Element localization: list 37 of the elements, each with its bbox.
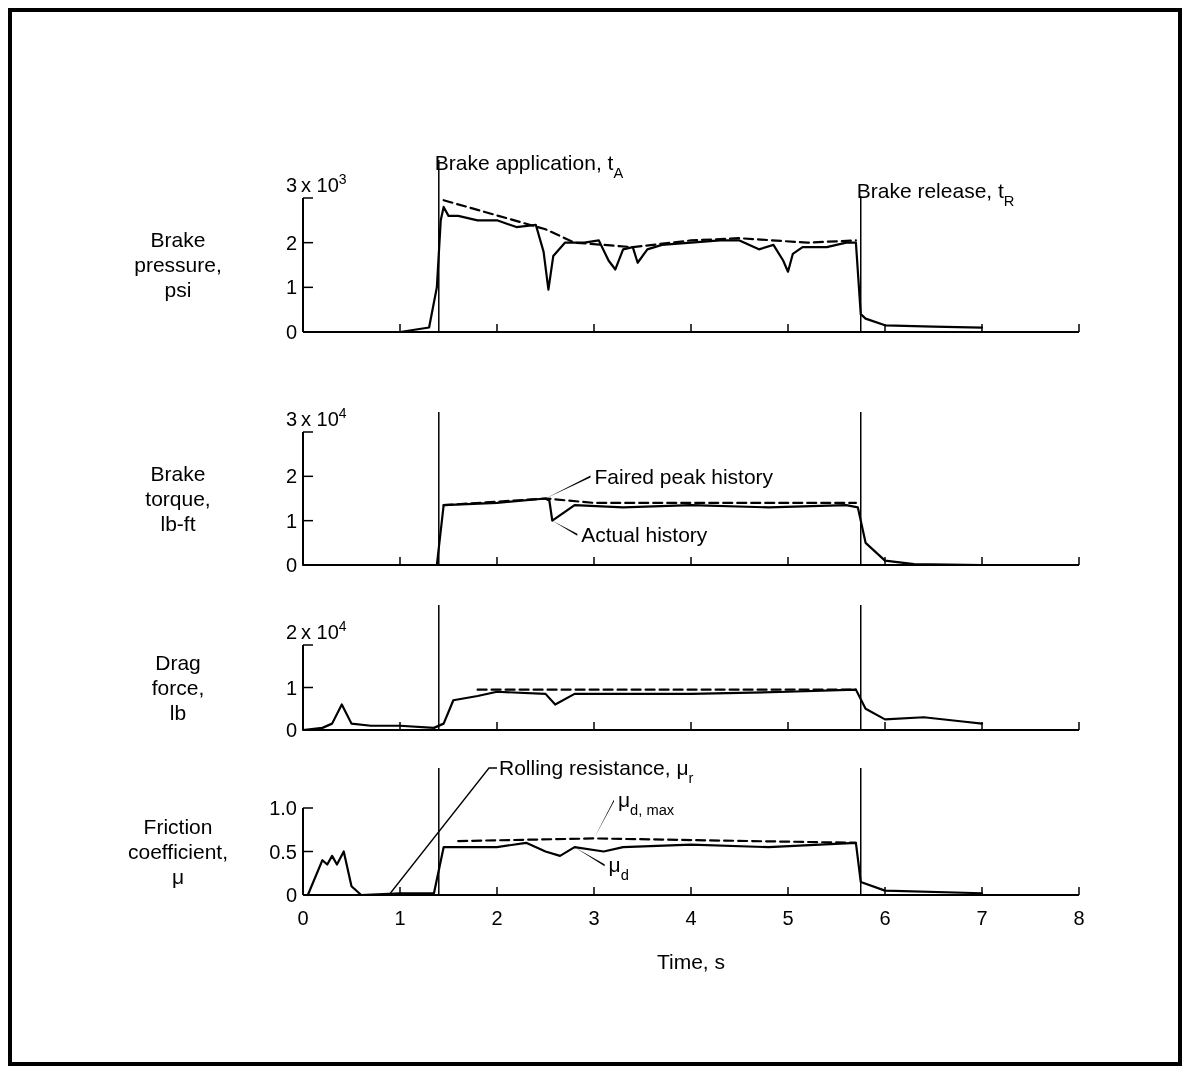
y-tick-label: 3: [285, 174, 297, 196]
y-tick-label: 2: [285, 621, 297, 643]
legend-label: Actual history: [581, 522, 708, 546]
y-tick-label: 0: [285, 554, 297, 576]
ref-line-label: Brake release, t$_{R}$: [856, 179, 1015, 209]
y-tick-label: 1: [285, 276, 297, 299]
y-axis-title: Friction coefficient, μ: [127, 814, 229, 888]
y-tick-label: 3: [285, 408, 297, 430]
annotation: x 10$^{4}$: [301, 618, 347, 643]
x-tick-label: 3: [588, 907, 600, 929]
y-tick-label: 1: [285, 509, 297, 532]
y-tick-label: 2: [285, 231, 297, 254]
y-tick-label: 2: [285, 465, 297, 488]
x-tick-label: 7: [976, 907, 988, 929]
x-tick-label: 6: [879, 907, 891, 929]
y-tick-label: 1.0: [269, 797, 297, 819]
y-tick-label: 0.5: [269, 840, 297, 863]
y-tick-label: 1: [285, 676, 297, 699]
x-tick-label: 5: [782, 907, 794, 929]
y-axis-title: Brake pressure, psi: [134, 228, 222, 301]
x-tick-label: 8: [1073, 907, 1085, 929]
ref-line-label: Brake application, t$_{A}$: [434, 151, 624, 181]
text: x 10$^{3}$: [301, 171, 347, 196]
annotation: Rolling resistance, μ$_{r}$: [499, 756, 694, 786]
x-tick-label: 2: [491, 907, 503, 929]
y-tick-label: 0: [285, 884, 297, 906]
y-axis-title: Brake torque, lb-ft: [145, 461, 211, 535]
series-label: μ$_{d, max}$: [618, 788, 675, 819]
y-tick-label: 0: [285, 321, 297, 343]
text: x 10$^{4}$: [301, 405, 347, 430]
legend-label: Faired peak history: [594, 464, 774, 488]
x-tick-label: 1: [394, 907, 406, 929]
legend-label: μ$_{d}$: [608, 853, 629, 884]
x-tick-label: 4: [685, 907, 697, 929]
y-tick-label: 0: [285, 719, 297, 741]
y-axis-title: Drag force, lb: [151, 650, 205, 724]
x-axis-title: Time, s: [656, 950, 726, 973]
